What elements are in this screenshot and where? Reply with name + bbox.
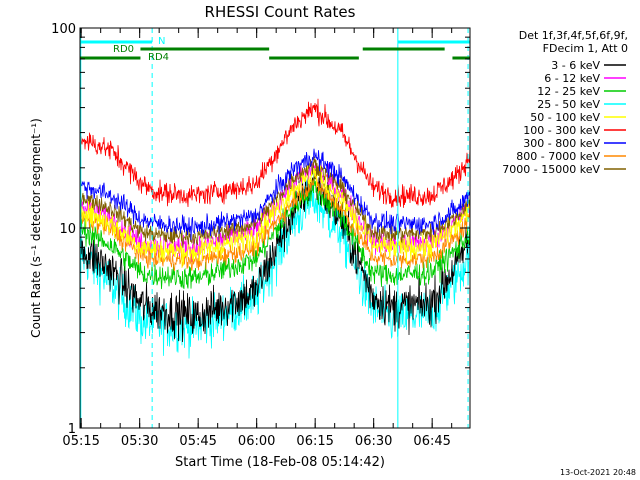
legend-header-line: Det 1f,3f,4f,5f,6f,9f, bbox=[519, 29, 628, 42]
footer-timestamp: 13-Oct-2021 20:48 bbox=[560, 468, 636, 477]
series-line-7000-15000keV bbox=[80, 156, 470, 248]
axis-layer: 1 10 100 05:15 05:30 05:45 06:00 06:15 06:30 06:4… bbox=[51, 22, 471, 449]
legend-entry-label: 25 - 50 keV bbox=[537, 98, 600, 111]
series-line-300-800keV bbox=[80, 148, 470, 241]
x-tick-label: 06:00 bbox=[238, 434, 275, 449]
flag-label-rd0: RD0 bbox=[113, 44, 134, 55]
y-tick-label: 1 bbox=[68, 422, 76, 437]
series-line-25-50keV bbox=[80, 171, 470, 359]
series-line-100-300keV bbox=[80, 98, 470, 209]
legend-entry-label: 300 - 800 keV bbox=[523, 137, 600, 150]
x-tick-label: 06:15 bbox=[296, 434, 333, 449]
x-axis-label: Start Time (18-Feb-08 05:14:42) bbox=[175, 455, 385, 470]
y-axis-label: Count Rate (s⁻¹ detector segment⁻¹) bbox=[29, 118, 43, 338]
x-tick-label: 06:45 bbox=[413, 434, 450, 449]
legend: Det 1f,3f,4f,5f,6f,9f,FDecim 1, Att 0 3 -… bbox=[502, 29, 628, 176]
legend-entry-label: 3 - 6 keV bbox=[551, 59, 600, 72]
series-line-12-25keV bbox=[80, 175, 470, 290]
legend-entry-label: 12 - 25 keV bbox=[537, 85, 600, 98]
flag-label-n: N bbox=[158, 36, 165, 47]
y-tick-label: 10 bbox=[59, 222, 76, 237]
series-line-3-6keV bbox=[80, 168, 470, 342]
legend-entry-label: 100 - 300 keV bbox=[523, 124, 600, 137]
legend-entry-label: 7000 - 15000 keV bbox=[502, 163, 600, 176]
x-tick-label: 06:30 bbox=[355, 434, 392, 449]
legend-header-line: FDecim 1, Att 0 bbox=[543, 42, 628, 55]
legend-entry-label: 800 - 7000 keV bbox=[516, 150, 600, 163]
series-layer bbox=[80, 98, 470, 359]
legend-entry-label: 6 - 12 keV bbox=[544, 72, 600, 85]
chart-title: RHESSI Count Rates bbox=[205, 3, 356, 21]
series-line-800-7000keV bbox=[80, 174, 470, 271]
x-tick-label: 05:15 bbox=[62, 434, 99, 449]
flag-label-rd4: RD4 bbox=[148, 52, 169, 63]
legend-entry-label: 50 - 100 keV bbox=[530, 111, 600, 124]
series-line-50-100keV bbox=[80, 163, 470, 268]
y-tick-label: 100 bbox=[51, 22, 76, 37]
x-tick-label: 05:30 bbox=[121, 434, 158, 449]
x-tick-label: 05:45 bbox=[179, 434, 216, 449]
